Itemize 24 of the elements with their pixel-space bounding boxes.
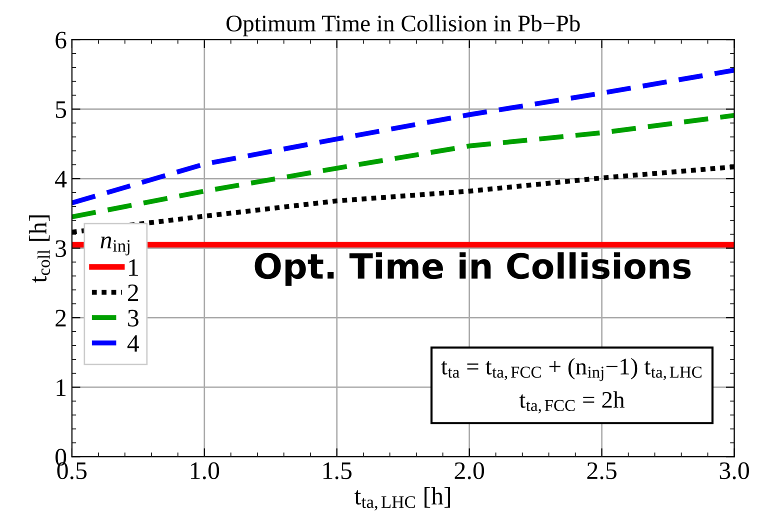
line-series xyxy=(72,112,734,220)
x-tick-label: 1.5 xyxy=(323,462,352,480)
legend-title: n$_{inj}$ xyxy=(100,236,130,256)
legend-label: 1 xyxy=(129,259,138,276)
x-tick-label: 2.0 xyxy=(454,462,484,480)
y-tick-label: 3 xyxy=(56,240,66,258)
y-tick-label: 1 xyxy=(56,379,66,396)
legend-label: 3 xyxy=(128,310,138,327)
y-tick-label: 4 xyxy=(55,170,67,188)
line-series xyxy=(72,68,734,206)
legend-label: 2 xyxy=(128,284,138,302)
annotation: t$_{ta,FCC}$ = 2h xyxy=(519,391,625,414)
x-tick-label: 1.0 xyxy=(190,462,220,480)
y-tick-label: 2 xyxy=(56,310,66,326)
legend-label: 4 xyxy=(127,335,140,352)
x-tick-label: 3.0 xyxy=(720,462,749,480)
y-tick-label: 6 xyxy=(56,32,66,49)
chart-title: Optimum Time in Collision in Pb−Pb xyxy=(226,14,580,36)
annotation: Opt. Time in Collisions xyxy=(254,252,691,286)
y-axis-title: t$_{coll}$ [h] xyxy=(28,215,50,283)
x-axis-title: t$_{ta,LHC}$ [h] xyxy=(354,487,450,511)
y-tick-label: 5 xyxy=(56,101,66,118)
x-tick-label: 2.5 xyxy=(587,462,616,480)
annotation: t$_{ta}$ = t$_{ta,FCC}$ + (n$_{inj}$−1) t$_{ta,LHC}$ xyxy=(441,358,702,382)
